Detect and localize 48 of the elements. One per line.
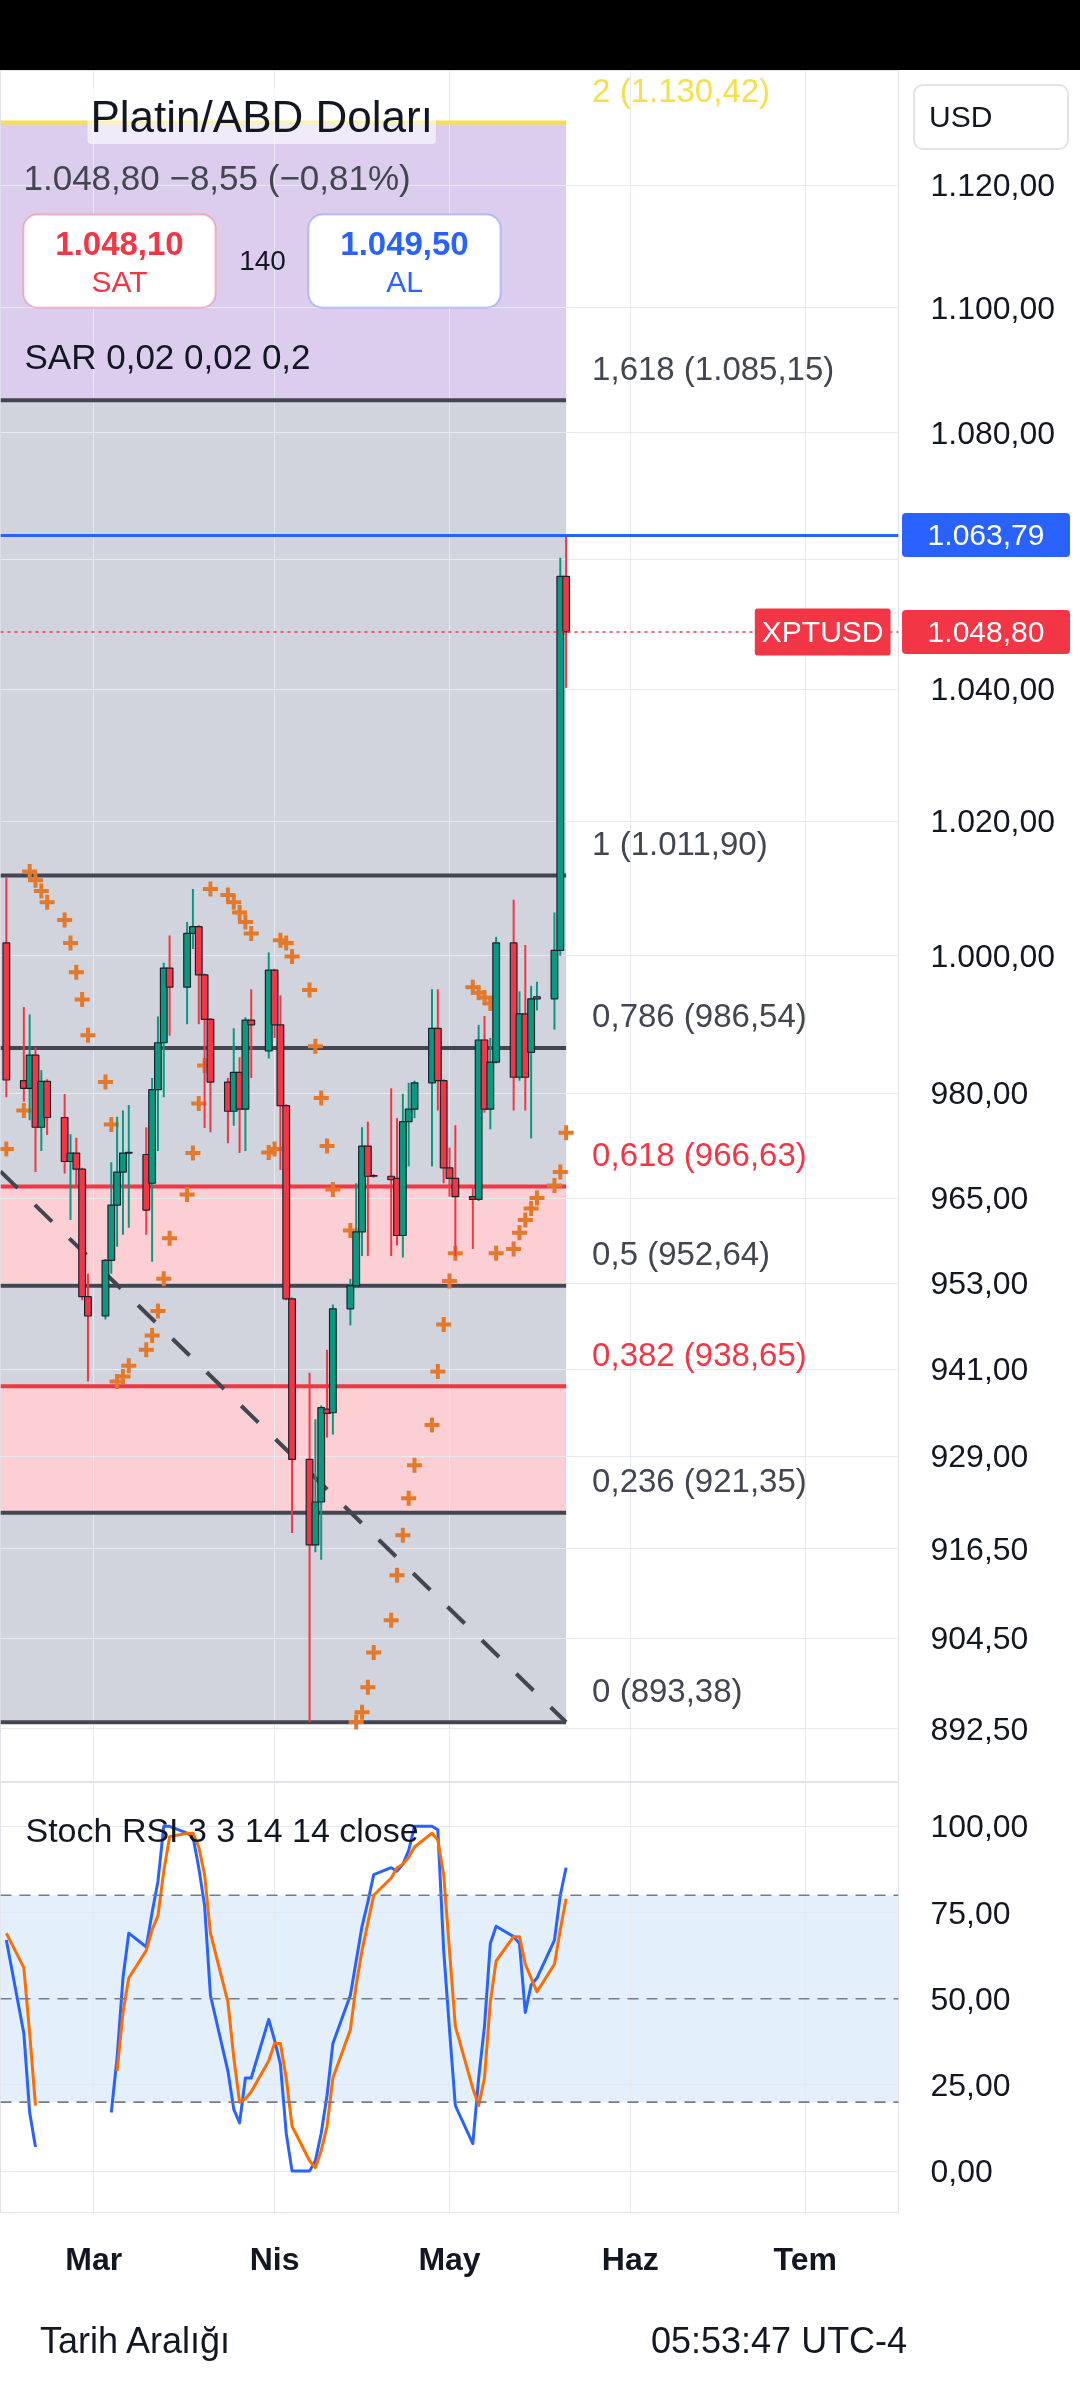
y-tick-label: 100,00 bbox=[930, 1808, 1029, 1845]
x-tick-label: Tem bbox=[773, 2240, 837, 2277]
text: Stoch RSI 3 3 14 14 close bbox=[25, 1810, 419, 1849]
text: 1.048,80 −8,55 (−0,81%) bbox=[23, 158, 411, 197]
series-label: 2 (1.130,42) bbox=[592, 72, 771, 109]
annotation: SAT bbox=[91, 265, 148, 298]
series-label: 1,618 (1.085,15) bbox=[592, 349, 835, 387]
x-tick-label: Mar bbox=[65, 2240, 123, 2277]
series-label: 0,236 (921,35) bbox=[592, 1462, 807, 1500]
y-tick-label: 1.000,00 bbox=[930, 937, 1056, 974]
x-tick-label: May bbox=[418, 2240, 481, 2277]
y-tick-label: 929,00 bbox=[930, 1438, 1029, 1475]
text: Tarih Aralığı bbox=[40, 2319, 232, 2363]
y-tick-label: 1.020,00 bbox=[930, 803, 1056, 840]
x-tick-label: Nis bbox=[249, 2240, 300, 2277]
annotation: 140 bbox=[239, 245, 286, 276]
y-tick-label: 953,00 bbox=[930, 1265, 1029, 1302]
y-tick-label: 904,50 bbox=[930, 1620, 1029, 1657]
y-tick-label: 1.040,00 bbox=[930, 671, 1056, 708]
ref-line-label: 1.048,80 bbox=[902, 609, 1070, 654]
annotation: AL bbox=[386, 265, 423, 298]
y-tick-label: 1.120,00 bbox=[930, 167, 1056, 204]
text: Platin/ABD Doları bbox=[90, 92, 433, 141]
series-label: 1 (1.011,90) bbox=[592, 824, 768, 862]
annotation: 1.048,10 bbox=[55, 225, 184, 262]
y-tick-label: 25,00 bbox=[930, 2066, 1011, 2103]
series-label: 0,786 (986,54) bbox=[592, 997, 807, 1035]
y-tick-label: 941,00 bbox=[930, 1351, 1029, 1388]
series-label: 0 (893,38) bbox=[592, 1671, 743, 1709]
series-label: 0,618 (966,63) bbox=[592, 1136, 807, 1174]
y-tick-label: 892,50 bbox=[930, 1710, 1029, 1747]
y-tick-label: 75,00 bbox=[930, 1894, 1011, 1931]
y-tick-label: 980,00 bbox=[930, 1075, 1029, 1112]
y-tick-label: 0,00 bbox=[930, 2153, 993, 2190]
x-tick-label: Haz bbox=[601, 2240, 659, 2277]
series-label: 0,5 (952,64) bbox=[592, 1235, 771, 1273]
annotation: XPTUSD bbox=[761, 615, 884, 649]
series-label: 0,382 (938,65) bbox=[592, 1335, 807, 1373]
text: USD bbox=[913, 84, 1069, 150]
text: 05:53:47 UTC-4 bbox=[651, 2319, 909, 2363]
y-tick-label: 50,00 bbox=[930, 1980, 1011, 2017]
annotation: SAR 0,02 0,02 0,2 bbox=[24, 337, 311, 376]
y-tick-label: 965,00 bbox=[930, 1180, 1029, 1217]
annotation: 1.049,50 bbox=[340, 225, 469, 262]
y-tick-label: 916,50 bbox=[930, 1530, 1029, 1567]
y-tick-label: 1.100,00 bbox=[930, 289, 1056, 326]
ref-line-label: 1.063,79 bbox=[902, 513, 1070, 557]
y-tick-label: 1.080,00 bbox=[930, 414, 1056, 451]
